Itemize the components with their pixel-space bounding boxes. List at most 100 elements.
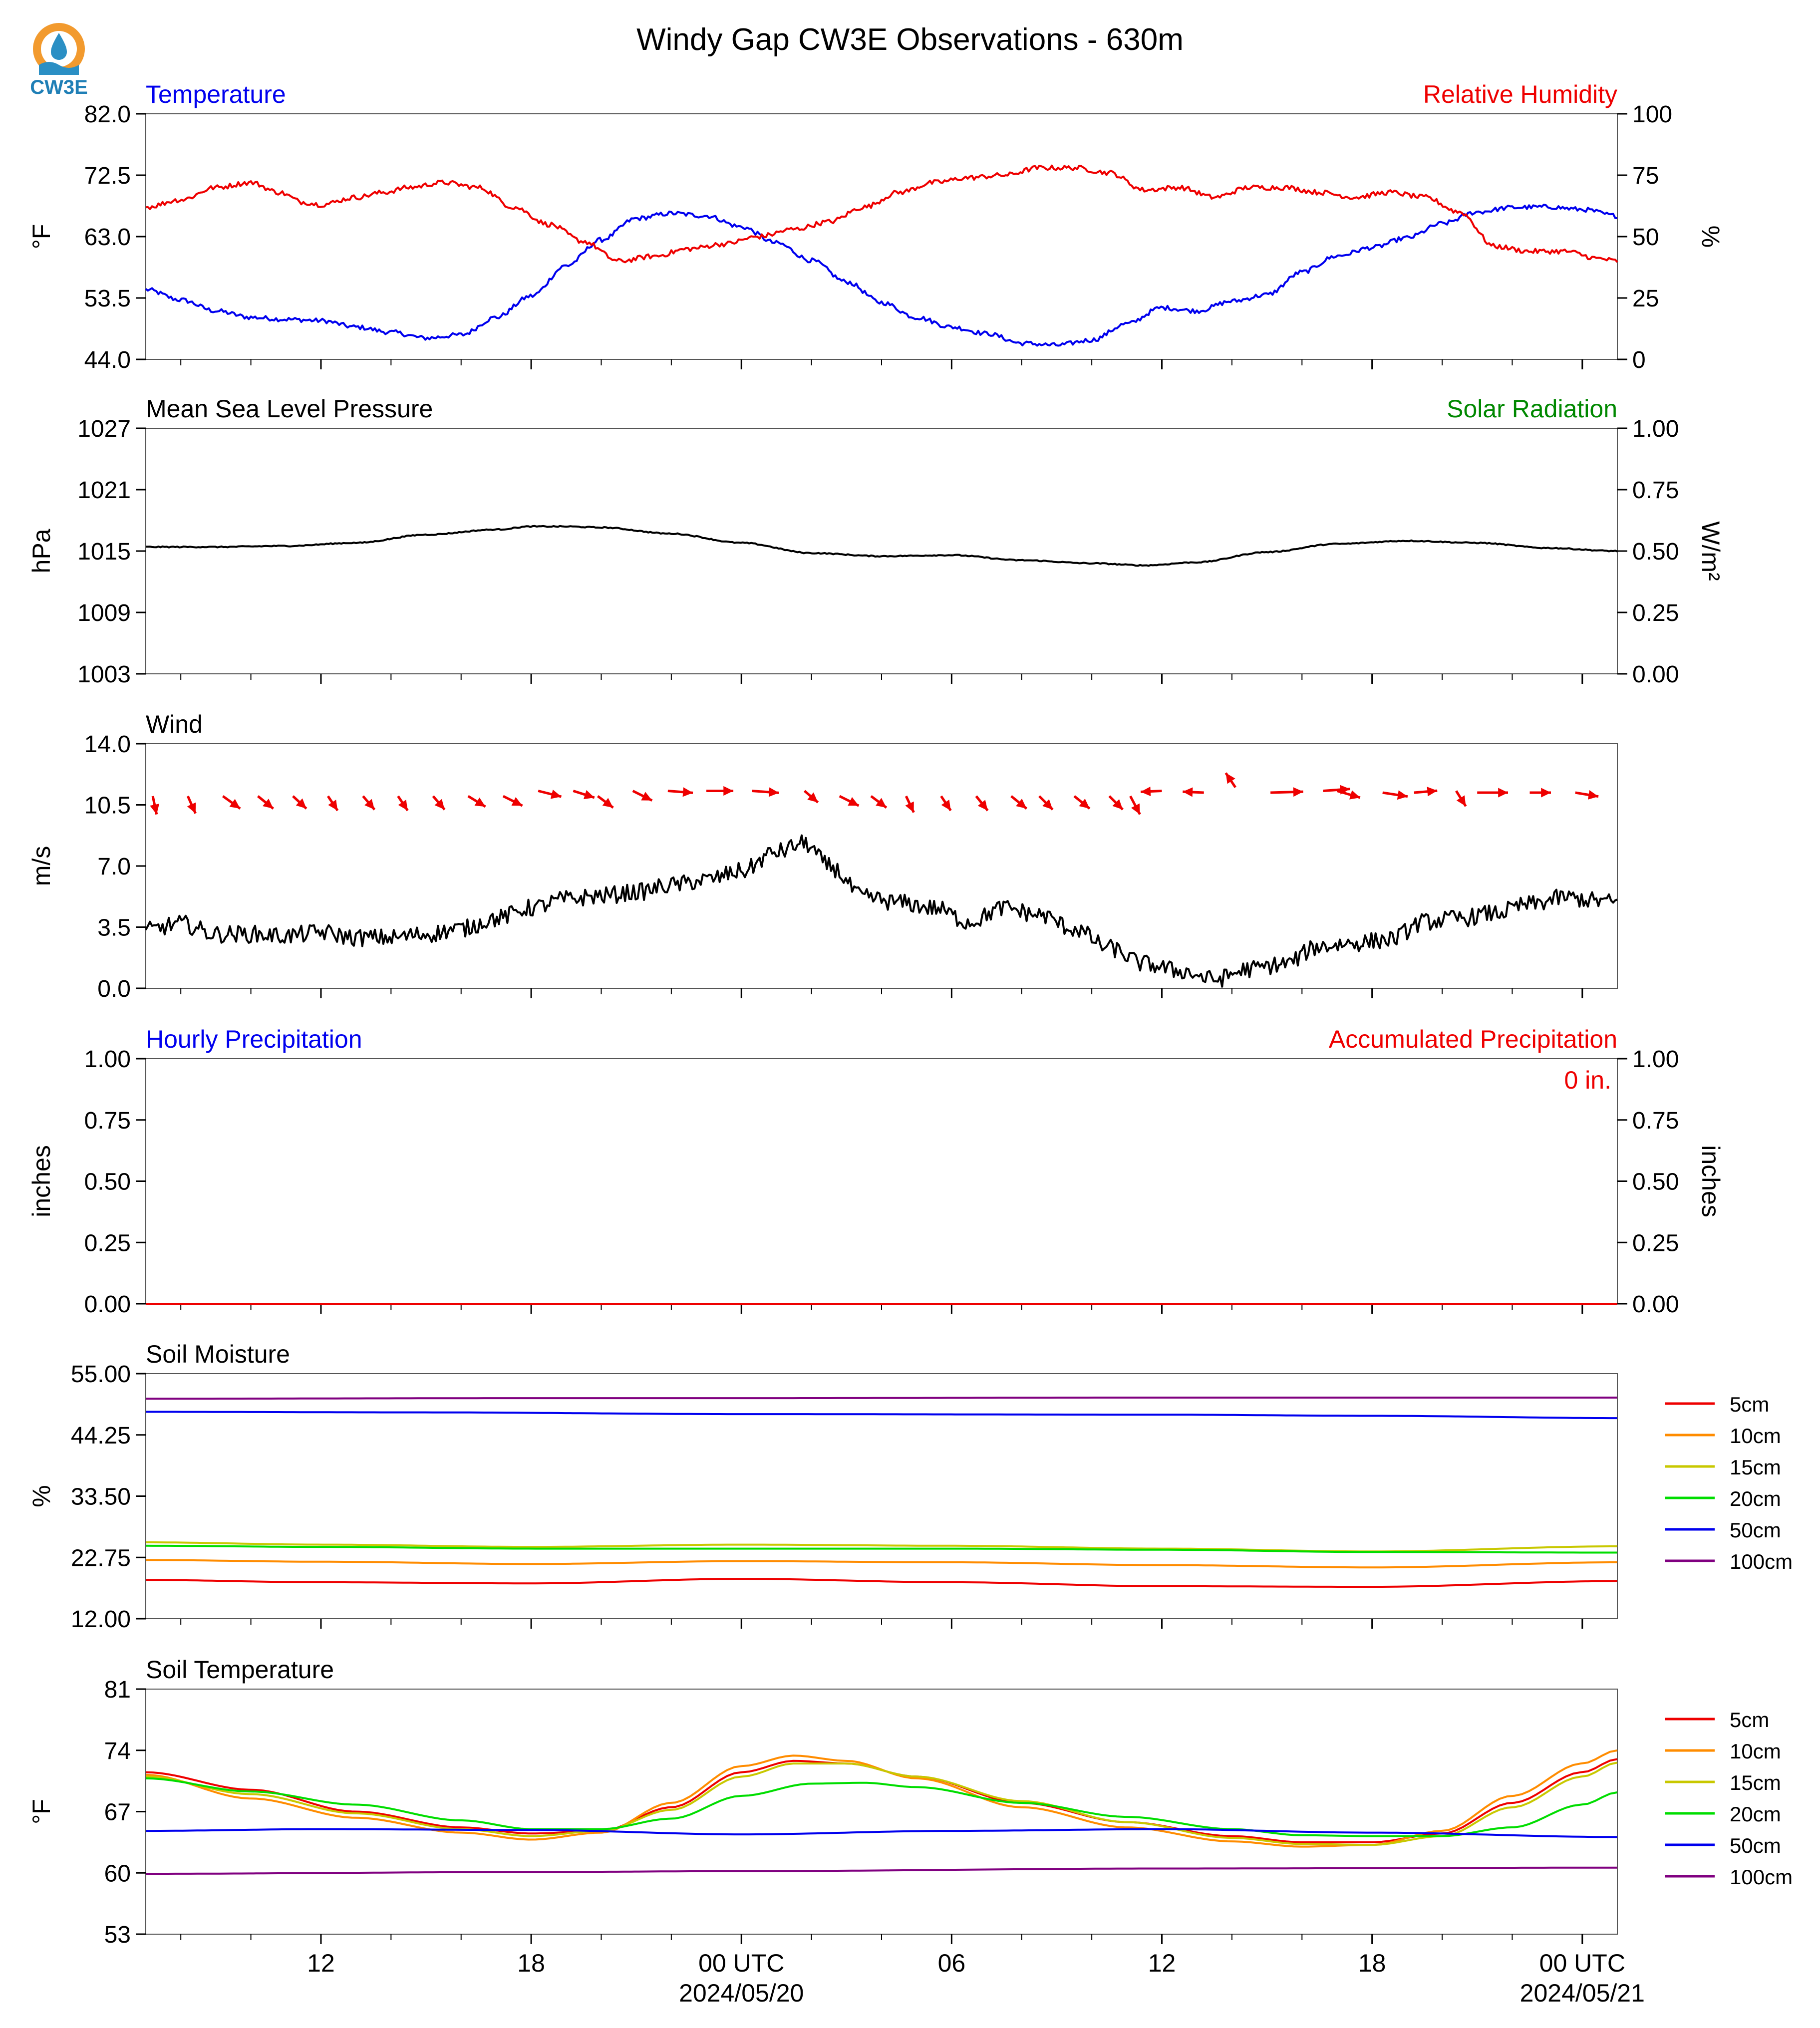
y-axis-label-right: inches [1697, 1145, 1725, 1217]
y-tick-label-right: 25 [1632, 286, 1659, 312]
y-tick-label-right: 100 [1632, 101, 1672, 128]
y-tick-label-left: 1003 [77, 661, 131, 688]
panel-title-left: Mean Sea Level Pressure [146, 395, 433, 423]
x-date-label: 2024/05/21 [1520, 1979, 1645, 2007]
y-tick-label-right: 0.75 [1632, 1108, 1679, 1134]
legend-label: 5cm [1730, 1708, 1769, 1732]
series-line-50cm [146, 1411, 1617, 1420]
y-tick-label-left: 82.0 [84, 101, 131, 128]
y-tick-label-left: 67 [104, 1799, 131, 1826]
wind-arrow-head [723, 786, 734, 796]
figure-title: Windy Gap CW3E Observations - 630m [636, 22, 1184, 57]
y-tick-label-right: 75 [1632, 163, 1659, 189]
y-axis-label-left: inches [27, 1145, 55, 1217]
y-tick-label-right: 0.50 [1632, 1169, 1679, 1195]
y-tick-label-left: 0.75 [84, 1108, 131, 1134]
wind-arrow-head [807, 792, 818, 803]
wind-arrow-head [1141, 786, 1151, 797]
wind-arrow-head [905, 801, 914, 813]
wind-arrow-head [1225, 773, 1235, 784]
wind-arrow-head [1183, 787, 1193, 797]
x-date-label: 2024/05/20 [679, 1979, 804, 2007]
wind-arrow-head [296, 798, 306, 809]
wind-arrow-head [1349, 790, 1360, 800]
wind-arrow-head [364, 799, 375, 810]
y-tick-label-right: 50 [1632, 224, 1659, 251]
y-axis-label-left: m/s [27, 846, 55, 886]
y-tick-label-left: 72.5 [84, 163, 131, 189]
wind-arrow-head [511, 797, 523, 806]
y-tick-label-left: 44.25 [71, 1423, 131, 1449]
y-axis-label-left: °F [27, 1799, 55, 1824]
y-tick-label-right: 1.00 [1632, 1046, 1679, 1073]
y-tick-label-left: 12.00 [71, 1606, 131, 1633]
legend-label: 10cm [1730, 1739, 1781, 1763]
legend-soil_temperature: 5cm 10cm 15cm 20cm 50cm 100cm [1665, 1708, 1793, 1889]
cw3e-logo: CW3E [29, 19, 104, 104]
panel-soil_temperature: Soil Temperature 53 60 67 74 81 °F 5cm 10cm 15cm 2… [27, 1656, 1793, 2007]
y-tick-label-left: 1.00 [84, 1046, 131, 1073]
y-tick-label-left: 0.0 [97, 976, 131, 1002]
series-line-0 [145, 204, 1618, 347]
panel-soil_moisture: Soil Moisture 12.00 22.75 33.50 44.25 55.00% 5… [27, 1340, 1793, 1633]
legend-label: 50cm [1730, 1518, 1781, 1542]
y-tick-label-right: 0.00 [1632, 1291, 1679, 1318]
y-tick-label-left: 33.50 [71, 1484, 131, 1510]
x-tick-label: 18 [517, 1949, 545, 1977]
y-tick-label-right: 0.50 [1632, 539, 1679, 565]
panel-title-left: Hourly Precipitation [146, 1025, 362, 1053]
y-tick-label-left: 53 [104, 1922, 131, 1948]
y-tick-label-left: 74 [104, 1738, 131, 1764]
series-line-0 [145, 834, 1618, 988]
panel-title-left: Soil Moisture [146, 1340, 290, 1368]
series-line-10cm [146, 1559, 1617, 1569]
wind-arrow-head [550, 789, 562, 799]
panel-title-right: Solar Radiation [1447, 395, 1617, 423]
panel-title-left: Soil Temperature [146, 1656, 334, 1684]
y-tick-label-left: 60 [104, 1860, 131, 1887]
panel-temp_rh: Temperature Relative Humidity 44.0 53.5 63.0… [27, 80, 1725, 373]
plot-frame [145, 1058, 1618, 1304]
wind-arrow-head [229, 799, 241, 809]
y-tick-label-left: 44.0 [84, 347, 131, 373]
wind-arrow-head [602, 798, 613, 808]
legend-label: 20cm [1730, 1487, 1781, 1510]
plot-frame [145, 428, 1618, 674]
series-line-20cm [145, 1544, 1617, 1554]
legend-soil_moisture: 5cm 10cm 15cm 20cm 50cm 100cm [1665, 1393, 1793, 1573]
wind-arrow-head [398, 800, 408, 811]
y-tick-label-left: 1027 [77, 416, 131, 442]
panel-title-right: Accumulated Precipitation [1329, 1025, 1617, 1053]
wind-arrow-head [474, 797, 486, 807]
y-tick-label-left: 53.5 [84, 286, 131, 312]
wind-arrow-head [328, 800, 338, 811]
y-axis-label-right: W/m² [1697, 521, 1725, 580]
y-tick-label-right: 0.25 [1632, 1230, 1679, 1256]
y-tick-label-right: 0 [1632, 347, 1646, 373]
wind-arrow-head [1397, 790, 1408, 800]
legend-label: 50cm [1730, 1834, 1781, 1857]
wind-arrow-head [584, 790, 595, 800]
wind-arrow-head [434, 799, 445, 810]
panel-title-left: Temperature [146, 80, 286, 108]
series-line-100cm [146, 1866, 1617, 1875]
logo-drop-icon [51, 33, 67, 60]
y-tick-label-left: 1015 [77, 539, 131, 565]
y-tick-label-left: 0.25 [84, 1230, 131, 1256]
wind-arrow-head [1587, 790, 1599, 800]
panel-title-left: Wind [146, 710, 203, 738]
wind-arrow-head [187, 802, 196, 814]
wind-arrow-head [977, 800, 988, 811]
wind-arrow-head [1293, 787, 1303, 797]
y-tick-label-left: 0.00 [84, 1291, 131, 1318]
wind-arrow-head [641, 792, 652, 801]
series-line-15cm [145, 1761, 1618, 1846]
x-tick-label: 00 UTC [1539, 1949, 1625, 1977]
wind-arrow-head [1112, 799, 1123, 810]
y-tick-label-right: 1.00 [1632, 416, 1679, 442]
wind-arrow-head [1131, 803, 1140, 815]
y-tick-label-left: 3.5 [97, 915, 131, 941]
x-tick-label: 12 [307, 1949, 335, 1977]
wind-arrow-head [682, 787, 693, 797]
wind-arrow-head [1079, 799, 1090, 809]
